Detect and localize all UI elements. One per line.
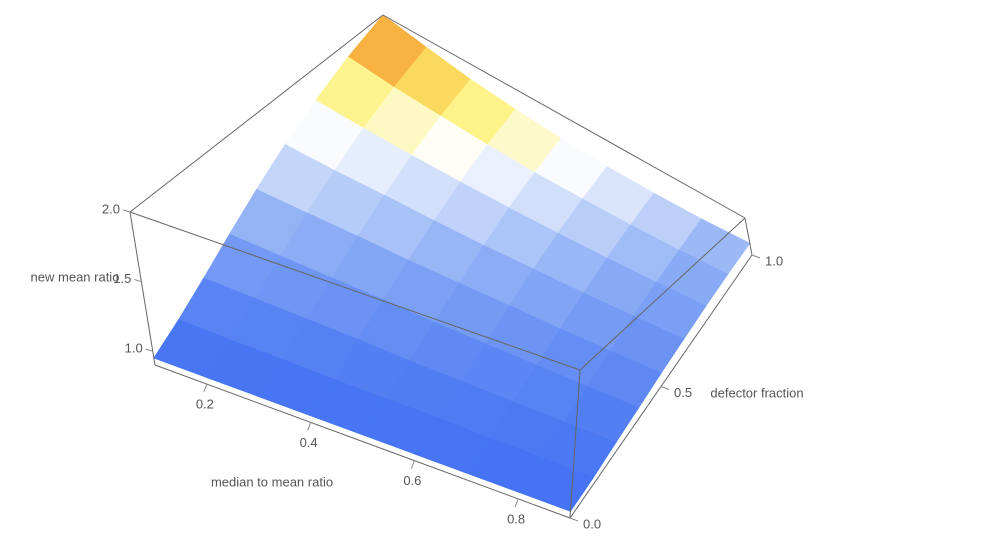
box (122, 14, 761, 522)
x-tick (307, 422, 312, 431)
x-tick (410, 460, 415, 469)
y-tick-label: 0.0 (583, 516, 601, 531)
surface-cell (517, 456, 594, 512)
x-tick-label: 0.8 (507, 511, 525, 526)
y-axis-label: defector fraction (710, 385, 803, 400)
y-tick-label: 1.0 (765, 253, 783, 268)
z-tick-label: 1.5 (113, 271, 131, 286)
box-edge (129, 211, 581, 371)
y-tick-label: 0.5 (674, 385, 692, 400)
box-edge (154, 364, 571, 519)
y-tick (660, 386, 670, 390)
y-tick (751, 254, 761, 259)
z-axis-label: new mean ratio (31, 269, 120, 284)
z-tick-label: 2.0 (102, 201, 120, 216)
box-edge (579, 217, 746, 371)
box-edge (129, 14, 384, 213)
box-edge (569, 369, 581, 519)
x-tick-label: 0.2 (196, 397, 214, 412)
x-tick-label: 0.6 (403, 473, 421, 488)
x-tick (203, 383, 208, 393)
surface (153, 14, 751, 512)
z-tick-label: 1.0 (125, 341, 143, 356)
y-tick (569, 517, 579, 522)
box-edge (382, 14, 746, 219)
box-edge (744, 217, 753, 256)
x-axis-label: median to mean ratio (211, 474, 333, 489)
z-tick (134, 279, 142, 283)
box-edge (129, 211, 156, 366)
x-tick-label: 0.4 (300, 435, 318, 450)
z-tick (122, 209, 131, 213)
x-tick (514, 498, 519, 508)
z-tick (145, 348, 153, 352)
